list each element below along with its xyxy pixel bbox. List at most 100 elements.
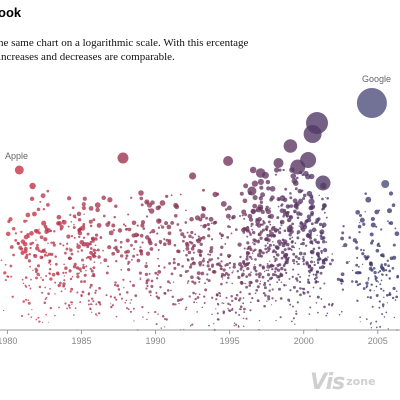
data-point [89,243,92,246]
data-point [120,297,124,300]
data-point [34,229,38,233]
data-point [230,294,233,298]
data-point [198,253,202,257]
data-point [64,266,68,270]
data-point [109,295,112,298]
data-point [321,236,326,240]
data-point [112,229,115,232]
data-point [197,249,202,254]
data-point [95,255,97,257]
data-point [240,265,244,269]
data-point [74,216,77,219]
data-point [360,248,363,251]
data-point [159,242,162,245]
data-point [37,231,41,235]
data-point [119,246,123,249]
data-point [222,310,226,314]
data-point [165,318,168,321]
data-point [187,280,190,283]
data-point [359,222,361,224]
data-point [160,327,163,329]
data-point [375,285,378,288]
data-point [144,264,148,269]
data-point [232,265,236,269]
data-point [162,242,167,247]
data-point [101,195,106,201]
data-point [242,297,245,299]
data-point [224,242,227,245]
point-layer [0,166,400,332]
data-point [315,276,318,279]
data-point [354,280,358,284]
data-point [49,277,53,281]
data-point [388,293,391,296]
data-point [133,247,136,251]
data-point [320,265,325,269]
data-point [317,246,321,250]
data-point [35,239,37,241]
data-point [278,278,281,281]
data-point [70,252,74,256]
data-point [89,307,92,310]
data-point [314,280,318,284]
data-point [340,272,345,277]
data-point [187,250,192,255]
data-point [392,286,396,291]
data-point [370,327,373,329]
data-point [146,318,148,321]
data-point [306,290,310,294]
data-point [285,284,288,286]
data-point [236,270,239,273]
data-point [206,273,209,276]
data-point [265,251,268,254]
data-point [3,271,7,275]
data-point [170,289,172,292]
data-point [28,284,31,287]
data-point [78,267,82,271]
data-point [68,306,71,309]
data-point [259,185,264,190]
data-point [82,267,84,269]
data-point [279,316,282,319]
data-point [394,299,397,301]
data-point [94,202,101,208]
data-point [375,320,378,323]
data-point [113,215,116,219]
data-point [45,275,48,277]
data-point [220,237,223,240]
data-point [275,253,278,256]
data-point [92,266,96,269]
data-point [314,273,318,277]
data-point [308,274,311,277]
data-point [239,191,244,196]
data-point [110,305,113,309]
data-point [321,260,326,265]
data-point [78,235,81,239]
data-point [303,252,307,256]
data-point [126,291,129,294]
data-point [245,317,248,320]
data-point [12,253,15,257]
data-point [296,230,301,234]
data-point [245,257,249,261]
data-point [280,256,284,260]
data-point [385,269,388,272]
data-point [288,300,291,303]
data-point [211,313,213,316]
data-point [172,281,175,283]
data-point [220,267,223,270]
data-point [141,305,144,309]
data-point [39,235,44,240]
data-point [276,268,281,272]
data-point [70,301,73,304]
data-point [125,254,129,258]
data-point [134,294,138,297]
data-point [76,291,79,294]
data-point [207,234,211,238]
data-point [24,255,29,260]
data-point [295,206,299,210]
data-point [227,309,230,312]
data-point [160,224,162,226]
data-point [357,224,362,229]
data-point [146,284,149,288]
